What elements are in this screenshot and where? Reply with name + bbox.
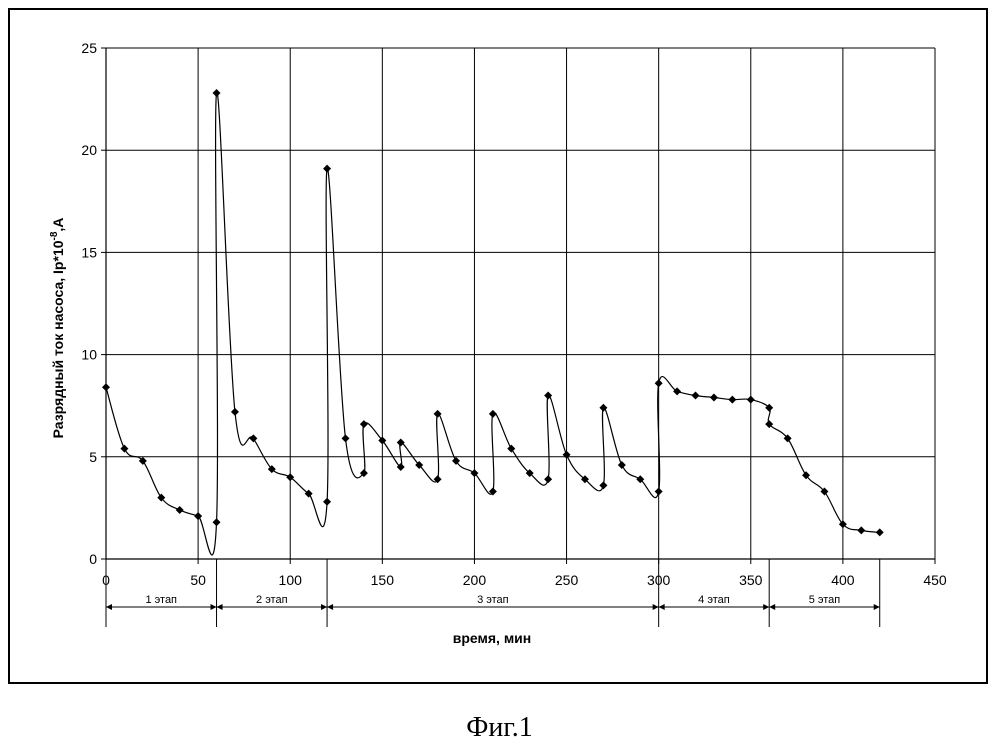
stage-label: 3 этап: [477, 594, 509, 606]
x-axis-title: время, мин: [453, 630, 531, 646]
data-point-marker: [323, 165, 331, 173]
stage-layer: 1 этап 2 этап 3 этап 4 этап 5 этап: [106, 559, 880, 627]
grid-layer: [106, 48, 935, 559]
data-point-marker: [655, 488, 663, 496]
x-tick-label: 450: [923, 572, 947, 588]
data-point-marker: [360, 420, 368, 428]
data-point-marker: [599, 481, 607, 489]
y-axis-title: Разрядный ток насоса, Ip*10-8,A: [49, 218, 66, 439]
data-point-marker: [231, 408, 239, 416]
data-point-marker: [618, 461, 626, 469]
data-point-marker: [728, 396, 736, 404]
stage-label: 5 этап: [809, 594, 841, 606]
data-point-marker: [507, 445, 515, 453]
stage-arrowhead-left: [769, 604, 775, 610]
data-point-marker: [692, 391, 700, 399]
data-point-marker: [102, 383, 110, 391]
y-axis-title-main: Разрядный ток насоса, Ip*10: [50, 240, 66, 438]
y-tick-label: 0: [89, 551, 97, 567]
y-tick-label: 25: [81, 40, 97, 56]
axes-layer: 0510152025050100150200250300350400450: [81, 40, 946, 588]
data-point-marker: [176, 506, 184, 514]
data-point-marker: [489, 410, 497, 418]
x-tick-label: 350: [739, 572, 763, 588]
stage-arrowhead-right: [321, 604, 327, 610]
data-point-marker: [323, 498, 331, 506]
y-tick-label: 5: [89, 449, 97, 465]
stage-label: 1 этап: [145, 594, 177, 606]
y-tick-label: 10: [81, 347, 97, 363]
series-line: [106, 92, 880, 555]
data-point-marker: [120, 445, 128, 453]
stage-arrowhead-right: [874, 604, 880, 610]
x-tick-label: 250: [555, 572, 579, 588]
x-tick-label: 200: [463, 572, 487, 588]
stage-arrowhead-right: [653, 604, 659, 610]
data-point-marker: [747, 396, 755, 404]
data-point-marker: [710, 394, 718, 402]
stage-arrowhead-left: [106, 604, 112, 610]
y-tick-label: 15: [81, 244, 97, 260]
y-tick-label: 20: [81, 142, 97, 158]
data-point-marker: [876, 528, 884, 536]
stage-arrowhead-right: [211, 604, 217, 610]
x-tick-label: 100: [279, 572, 303, 588]
data-point-marker: [563, 451, 571, 459]
y-axis-title-unit: ,A: [50, 218, 66, 232]
data-point-marker: [544, 475, 552, 483]
x-tick-label: 50: [190, 572, 206, 588]
data-point-marker: [857, 526, 865, 534]
stage-arrowhead-left: [217, 604, 223, 610]
data-point-marker: [249, 434, 257, 442]
data-point-marker: [213, 518, 221, 526]
data-point-marker: [452, 457, 460, 465]
stage-label: 4 этап: [698, 594, 730, 606]
stage-arrowhead-left: [327, 604, 333, 610]
x-tick-label: 150: [371, 572, 395, 588]
data-point-marker: [194, 512, 202, 520]
data-point-marker: [341, 434, 349, 442]
x-tick-label: 400: [831, 572, 855, 588]
data-point-marker: [655, 379, 663, 387]
figure-caption: Фиг.1: [0, 712, 999, 744]
series-layer: [102, 89, 884, 555]
stage-arrowhead-left: [659, 604, 665, 610]
stage-label: 2 этап: [256, 594, 288, 606]
stage-arrowhead-right: [763, 604, 769, 610]
data-point-marker: [213, 89, 221, 97]
